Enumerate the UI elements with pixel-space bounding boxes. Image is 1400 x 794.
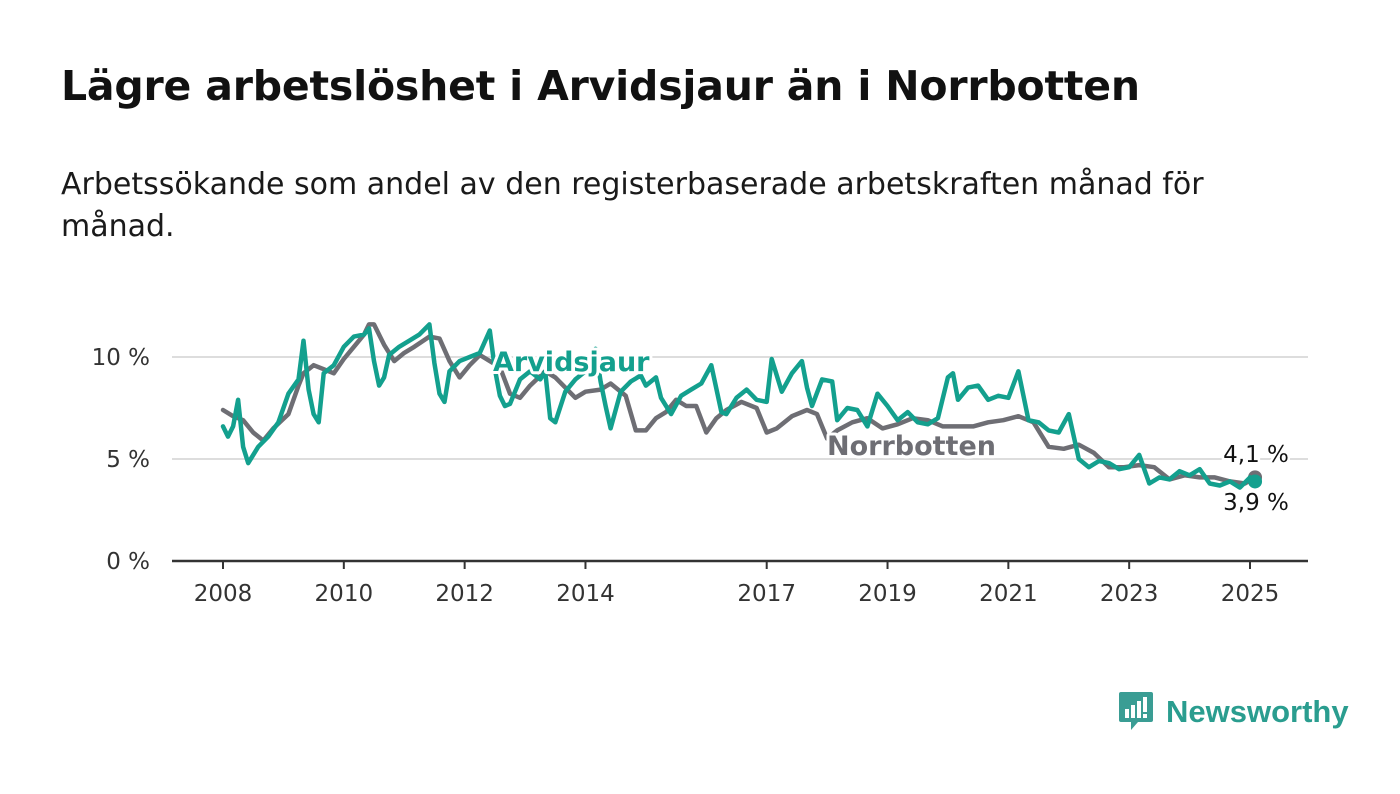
x-tick-label: 2025 [1221, 581, 1280, 607]
series-line-arvidsjaur [220, 322, 1258, 490]
y-tick-label: 5 % [106, 447, 150, 473]
brand-name: Newsworthy [1166, 694, 1349, 729]
x-tick-label: 2019 [858, 581, 917, 607]
x-tick-label: 2017 [737, 581, 796, 607]
newsworthy-logo: Newsworthy [1118, 690, 1349, 734]
series-label-arvidsjaur: Arvidsjaur [493, 347, 650, 378]
y-tick-label: 10 % [92, 345, 150, 371]
y-grid [172, 356, 1308, 460]
x-tick-label: 2023 [1100, 581, 1159, 607]
y-tick-labels: 0 % 5 % 10 % [92, 345, 150, 575]
x-tick-label: 2021 [979, 581, 1038, 607]
x-tick-label: 2008 [194, 581, 253, 607]
bar-chart-speech-bubble-icon [1119, 692, 1153, 730]
end-value-label-arvidsjaur: 3,9 % [1223, 490, 1289, 516]
end-point-arvidsjaur [1248, 474, 1263, 489]
series-lines [220, 322, 1263, 490]
x-tick-label: 2010 [315, 581, 374, 607]
y-tick-label: 0 % [106, 549, 150, 575]
x-tick-label: 2014 [556, 581, 615, 607]
x-axis: 2008 2010 2012 2014 2017 2019 2021 2023 2025 [172, 559, 1308, 607]
series-label-norrbotten: Norrbotten [827, 431, 996, 462]
line-chart: 0 %5 %10 % 2008 2010 2012 2014 2017 2019 2021 2… [92, 322, 1308, 607]
x-tick-label: 2012 [435, 581, 494, 607]
end-value-label-norrbotten: 4,1 % [1223, 442, 1289, 468]
series-labels: Norrbotten 4,1 % Arvidsjaur 3,9 % [490, 344, 1291, 519]
page-subtitle: Arbetssökande som andel av den registerb… [61, 167, 1204, 244]
page-title: Lägre arbetslöshet i Arvidsjaur än i Nor… [61, 62, 1140, 110]
